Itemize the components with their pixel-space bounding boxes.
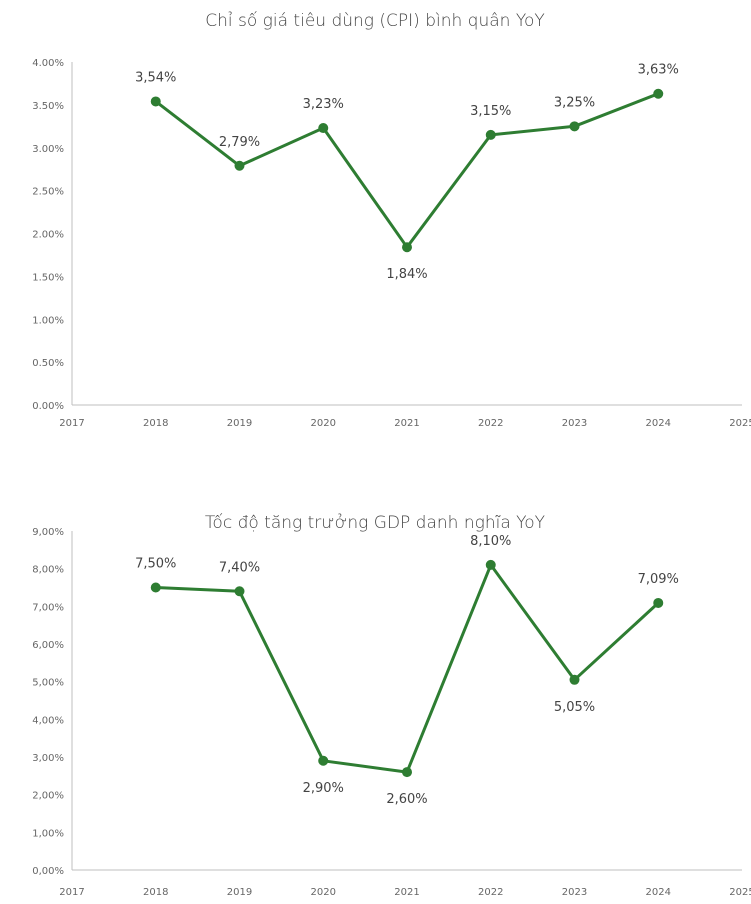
- cpi-chart-svg: Chỉ số giá tiêu dùng (CPI) bình quân YoY…: [32, 10, 751, 429]
- cpi-y-tick-label: 1.00%: [32, 315, 64, 326]
- cpi-data-point: [318, 123, 329, 134]
- cpi-data-label: 3,54%: [135, 70, 176, 85]
- gdp-data-label: 2,60%: [386, 792, 427, 807]
- cpi-x-tick-label: 2021: [394, 418, 419, 429]
- gdp-y-tick-label: 9,00%: [32, 527, 64, 538]
- gdp-data-point: [569, 674, 580, 685]
- gdp-x-tick-label: 2025: [729, 887, 751, 898]
- cpi-data-point: [150, 96, 161, 107]
- cpi-y-tick-label: 4.00%: [32, 58, 64, 69]
- gdp-data-point: [402, 767, 412, 778]
- gdp-y-tick-label: 1,00%: [32, 828, 64, 839]
- cpi-data-point: [234, 160, 245, 171]
- gdp-x-tick-label: 2020: [311, 887, 336, 898]
- gdp-data-point: [318, 755, 329, 766]
- cpi-data-label: 3,23%: [303, 97, 344, 112]
- gdp-x-tick-label: 2019: [227, 887, 252, 898]
- gdp-data-label: 5,05%: [554, 700, 595, 715]
- cpi-data-point: [402, 242, 412, 253]
- gdp-y-tick-label: 5,00%: [32, 678, 64, 689]
- gdp-y-tick-label: 8,00%: [32, 565, 64, 576]
- cpi-data-label: 2,79%: [219, 135, 260, 150]
- gdp-data-label: 7,40%: [219, 560, 260, 575]
- cpi-data-label: 3,63%: [638, 63, 679, 78]
- cpi-chart-title: Chỉ số giá tiêu dùng (CPI) bình quân YoY: [205, 10, 545, 31]
- cpi-x-tick-label: 2019: [227, 418, 252, 429]
- cpi-y-tick-label: 2.50%: [32, 187, 64, 198]
- gdp-data-label: 2,90%: [303, 781, 344, 796]
- cpi-data-label: 3,15%: [470, 104, 511, 119]
- cpi-series-line: [154, 92, 660, 249]
- gdp-data-label: 7,09%: [638, 572, 679, 587]
- cpi-x-tick-label: 2017: [59, 418, 84, 429]
- gdp-x-tick-label: 2021: [394, 887, 419, 898]
- gdp-x-tick-label: 2023: [562, 887, 587, 898]
- cpi-x-tick-label: 2020: [311, 418, 336, 429]
- gdp-y-tick-label: 4,00%: [32, 715, 64, 726]
- cpi-data-label: 1,84%: [386, 267, 427, 282]
- cpi-x-tick-label: 2025: [729, 418, 751, 429]
- cpi-y-tick-label: 3.50%: [32, 101, 64, 112]
- cpi-y-tick-label: 1.50%: [32, 272, 64, 283]
- gdp-chart-title: Tốc độ tăng trưởng GDP danh nghĩa YoY: [205, 512, 545, 533]
- gdp-y-tick-label: 3,00%: [32, 753, 64, 764]
- gdp-data-label: 8,10%: [470, 534, 511, 549]
- gdp-data-point: [234, 586, 245, 597]
- gdp-data-point: [485, 559, 496, 570]
- gdp-x-tick-label: 2022: [478, 887, 503, 898]
- cpi-y-tick-label: 0.00%: [32, 401, 64, 412]
- gdp-chart: Tốc độ tăng trưởng GDP danh nghĩa YoY 0,0…: [0, 452, 751, 904]
- gdp-y-tick-label: 0,00%: [32, 866, 64, 877]
- gdp-x-tick-label: 2018: [143, 887, 168, 898]
- cpi-y-tick-label: 0.50%: [32, 358, 64, 369]
- cpi-data-label: 3,25%: [554, 95, 595, 110]
- gdp-x-tick-label: 2024: [646, 887, 671, 898]
- gdp-y-tick-label: 2,00%: [32, 791, 64, 802]
- cpi-data-point: [653, 88, 664, 99]
- gdp-y-tick-label: 7,00%: [32, 602, 64, 613]
- cpi-x-tick-label: 2022: [478, 418, 503, 429]
- gdp-series-line: [154, 563, 660, 774]
- gdp-chart-svg: Tốc độ tăng trưởng GDP danh nghĩa YoY 0,0…: [32, 512, 751, 898]
- gdp-data-label: 7,50%: [135, 557, 176, 572]
- cpi-x-tick-label: 2018: [143, 418, 168, 429]
- gdp-data-point: [653, 597, 664, 608]
- cpi-y-tick-label: 2.00%: [32, 230, 64, 241]
- cpi-data-point: [485, 129, 496, 140]
- cpi-y-tick-label: 3.00%: [32, 144, 64, 155]
- cpi-data-point: [569, 121, 580, 132]
- cpi-x-tick-label: 2023: [562, 418, 587, 429]
- cpi-x-tick-label: 2024: [646, 418, 671, 429]
- gdp-x-tick-label: 2017: [59, 887, 84, 898]
- gdp-y-tick-label: 6,00%: [32, 640, 64, 651]
- cpi-chart: Chỉ số giá tiêu dùng (CPI) bình quân YoY…: [0, 0, 751, 445]
- gdp-data-point: [150, 582, 161, 593]
